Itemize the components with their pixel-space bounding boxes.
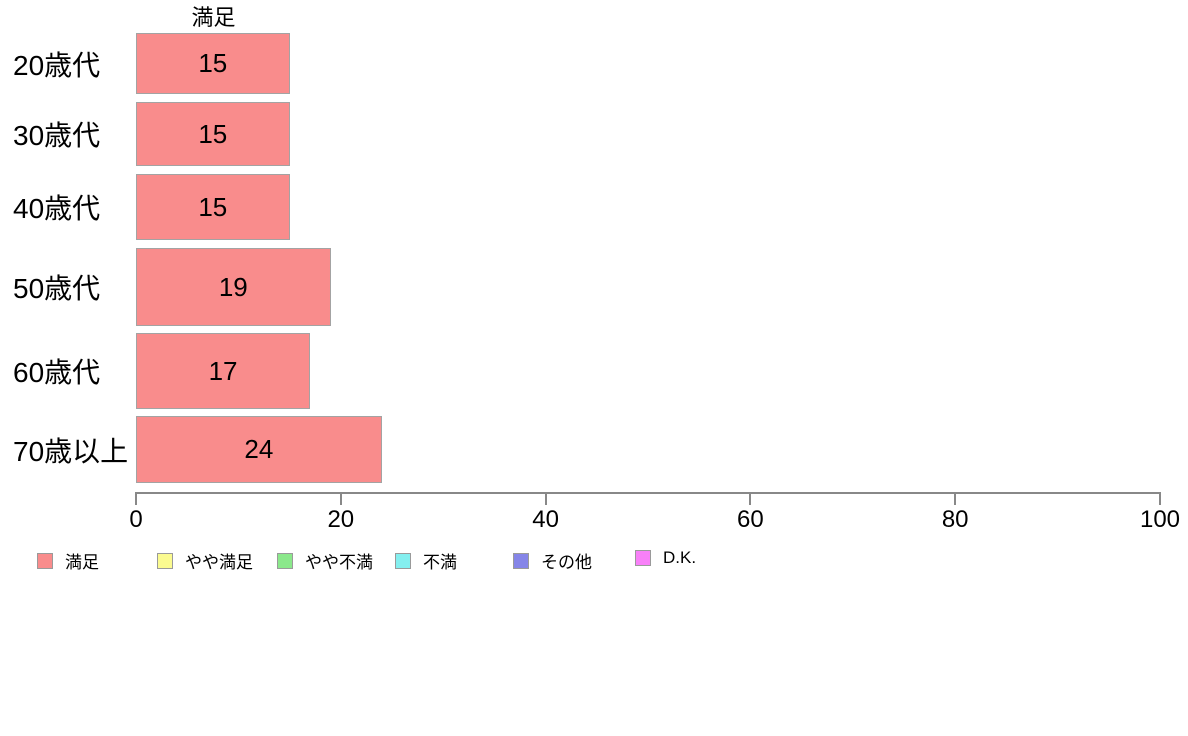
chart-title: 満足 [191,5,236,30]
legend-swatch [37,552,53,569]
legend-label: 不満 [423,553,457,572]
bar-value-label: 19 [218,271,248,302]
tick-mark [1159,492,1161,505]
legend-swatch [157,552,173,569]
bar: 17 [136,333,311,409]
bar-row: 40歳代 15 [13,174,1160,240]
legend-swatch [395,552,411,569]
legend: 満足 やや満足 やや不満 不満 その他 D.K. [0,548,1188,573]
bar-value-label: 17 [208,355,238,386]
tick-mark [749,492,752,505]
category-label: 30歳代 [13,120,101,151]
tick-label: 20 [327,506,355,533]
bar-value-label: 24 [244,434,274,464]
legend-swatch [513,552,529,569]
legend-label: その他 [541,553,592,572]
legend-item: D.K. [635,548,696,568]
category-label: 60歳代 [13,357,101,388]
tick-label: 0 [129,506,143,533]
legend-item: その他 [513,548,592,573]
tick-label: 80 [941,506,969,533]
plot-area: 20歳代 15 30歳代 15 40歳代 15 50歳代 19 60歳代 [13,0,1160,493]
bar-value-label: 15 [198,118,228,149]
bar-row: 70歳以上 24 [13,416,1160,483]
x-axis: 0 20 40 60 80 100 [129,492,1180,537]
tick-mark [339,492,342,505]
tick-mark [954,492,957,505]
x-axis-line [135,492,1161,494]
bar: 19 [136,248,331,326]
bar-row: 50歳代 19 [13,248,1160,326]
tick-mark [135,492,137,505]
bar: 15 [136,33,290,94]
tick-label: 40 [532,506,559,533]
legend-label: やや不満 [305,553,373,572]
legend-item: やや満足 [157,548,253,573]
category-label: 40歳代 [13,193,101,224]
bar: 15 [136,174,290,240]
legend-item: 不満 [395,548,457,573]
bar-row: 30歳代 15 [13,102,1160,166]
bar-row: 20歳代 15 [13,33,1160,94]
category-label: 70歳以上 [13,435,129,467]
category-label: 20歳代 [13,49,101,81]
tick-mark [544,492,547,505]
tick-label: 60 [737,506,764,533]
bar-value-label: 15 [198,191,228,222]
legend-label: D.K. [663,548,697,567]
bar-row: 60歳代 17 [13,333,1160,409]
legend-item: 満足 [37,548,99,573]
legend-swatch [635,550,651,566]
legend-label: 満足 [65,553,99,572]
category-label: 50歳代 [13,273,101,304]
legend-label: やや満足 [185,553,253,572]
legend-swatch [277,552,293,569]
legend-item: やや不満 [277,548,373,573]
bar: 15 [136,102,290,166]
tick-label: 100 [1139,506,1181,533]
bar-value-label: 15 [198,48,228,78]
bar: 24 [136,416,382,483]
